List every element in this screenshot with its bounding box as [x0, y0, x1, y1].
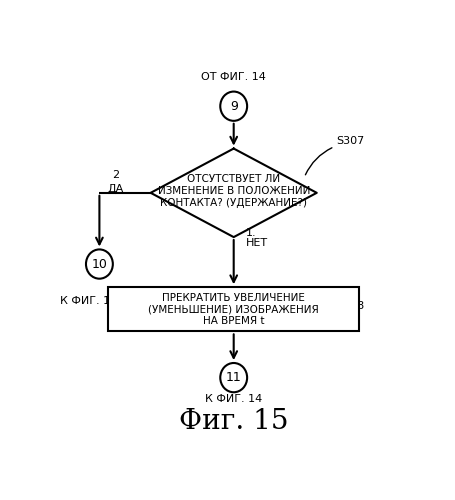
Text: S307: S307 — [335, 136, 364, 146]
Text: НЕТ: НЕТ — [246, 238, 268, 248]
Text: 11: 11 — [225, 371, 241, 384]
Text: 2: 2 — [111, 170, 119, 180]
Text: 10: 10 — [91, 258, 107, 270]
Text: Фиг. 15: Фиг. 15 — [178, 408, 288, 436]
Bar — [108, 287, 359, 332]
Text: ДА: ДА — [107, 184, 123, 194]
Text: 9: 9 — [229, 100, 237, 112]
Text: ОТ ФИГ. 14: ОТ ФИГ. 14 — [201, 72, 266, 83]
Text: ПРЕКРАТИТЬ УВЕЛИЧЕНИЕ
(УМЕНЬШЕНИЕ) ИЗОБРАЖЕНИЯ
НА ВРЕМЯ t: ПРЕКРАТИТЬ УВЕЛИЧЕНИЕ (УМЕНЬШЕНИЕ) ИЗОБР… — [148, 292, 318, 326]
Text: ОТСУТСТВУЕТ ЛИ
ИЗМЕНЕНИЕ В ПОЛОЖЕНИИ
КОНТАКТА? (УДЕРЖАНИЕ?): ОТСУТСТВУЕТ ЛИ ИЗМЕНЕНИЕ В ПОЛОЖЕНИИ КОН… — [157, 174, 309, 208]
Text: S308: S308 — [335, 302, 364, 312]
Text: К ФИГ. 14: К ФИГ. 14 — [60, 296, 117, 306]
Text: 1.: 1. — [246, 228, 256, 238]
Text: К ФИГ. 14: К ФИГ. 14 — [205, 394, 262, 404]
